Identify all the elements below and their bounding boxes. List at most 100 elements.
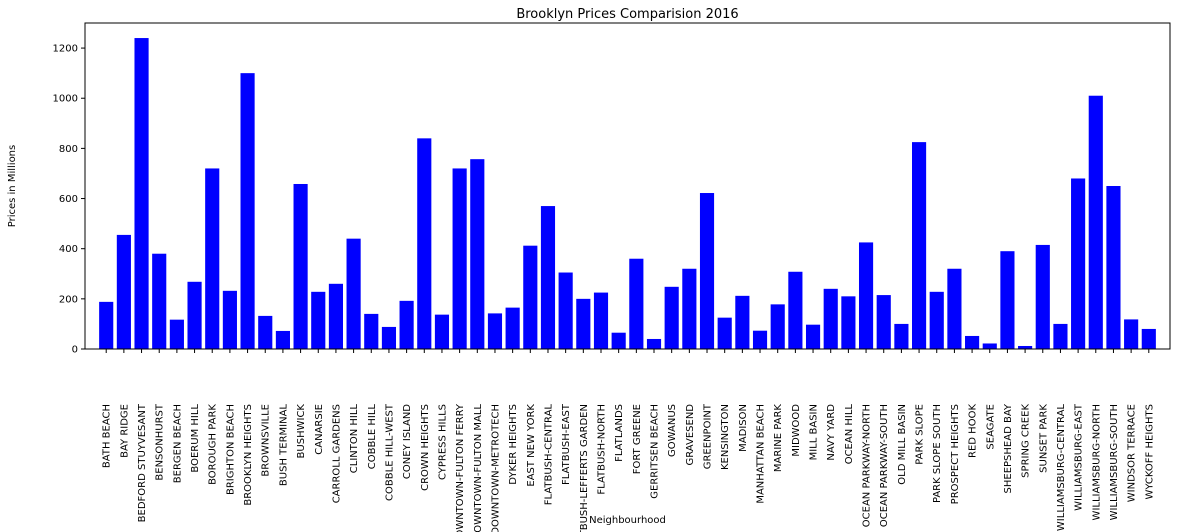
bar [558, 272, 573, 349]
x-tick-label: NAVY YARD [826, 404, 837, 461]
bar [823, 288, 838, 349]
bar [1141, 328, 1156, 349]
bar [1000, 251, 1015, 349]
bar [735, 295, 750, 349]
x-tick-label: PARK SLOPE [915, 404, 926, 465]
x-tick-label: WILLIAMSBURG-CENTRAL [1056, 404, 1067, 532]
x-tick-label: BUSHWICK [296, 404, 307, 459]
bar [788, 271, 803, 349]
x-tick-label: FORT GREENE [632, 404, 643, 474]
x-tick-label: WILLIAMSBURG-SOUTH [1109, 404, 1120, 520]
bar [452, 168, 467, 349]
x-tick-label: OCEAN HILL [844, 404, 855, 465]
bar [275, 330, 290, 349]
plot-frame [84, 22, 1171, 350]
x-tick-label: BOERUM HILL [190, 404, 201, 473]
x-tick-label: CANARSIE [314, 404, 325, 455]
x-tick-label: FLATBUSH-LEFFERTS GARDEN [579, 404, 590, 532]
bar [99, 301, 114, 349]
bar [169, 319, 184, 349]
y-tick-label: 400 [59, 244, 78, 255]
x-tick-label: SEAGATE [985, 404, 996, 450]
bar [346, 238, 361, 349]
x-tick-label: WILLIAMSBURG-EAST [1074, 403, 1085, 511]
bar [399, 300, 414, 349]
x-tick-label: KENSINGTON [720, 404, 731, 470]
x-tick-label: FLATLANDS [614, 404, 625, 462]
bar [1035, 244, 1050, 349]
bar [381, 326, 397, 349]
x-tick-label: COBBLE HILL [367, 404, 378, 470]
x-tick-label: FLATBUSH-NORTH [596, 404, 607, 495]
bar [152, 253, 167, 349]
x-tick-label: BUSH TERMINAL [278, 404, 289, 486]
bar [982, 343, 997, 349]
x-tick-label: DOWNTOWN-FULTON MALL [473, 404, 484, 532]
bar [470, 159, 485, 349]
bar [364, 313, 379, 349]
x-tick-label: PROSPECT HEIGHTS [950, 404, 961, 504]
x-tick-label: SPRING CREEK [1021, 404, 1032, 478]
bar [1053, 323, 1068, 349]
bar [965, 335, 980, 349]
x-tick-label: MARINE PARK [773, 404, 784, 473]
bar [328, 283, 343, 349]
x-tick-label: BOROUGH PARK [208, 404, 219, 485]
x-tick-label: BAY RIDGE [119, 404, 130, 458]
x-axis-ticks: BATH BEACH BAY RIDGE BEDFORD STUYVESANT BEN… [102, 349, 1155, 532]
x-tick-label: BERGEN BEACH [172, 404, 183, 483]
x-tick-label: SUNSET PARK [1038, 404, 1049, 473]
x-tick-label: BEDFORD STUYVESANT [137, 403, 148, 522]
x-tick-label: BENSONHURST [155, 403, 166, 480]
bar [505, 307, 520, 349]
y-tick-label: 1000 [53, 94, 78, 105]
bar [311, 291, 326, 349]
y-tick-label: 200 [59, 294, 78, 305]
x-tick-label: SHEEPSHEAD BAY [1003, 403, 1014, 493]
bar [1018, 345, 1033, 349]
x-tick-label: CROWN HEIGHTS [420, 404, 431, 491]
bar [417, 138, 432, 349]
x-tick-label: DOWNTOWN-METROTECH [490, 404, 501, 532]
x-tick-label: BRIGHTON BEACH [225, 404, 236, 495]
bar [116, 234, 131, 349]
bar [858, 242, 874, 349]
x-tick-label: BROOKLYN HEIGHTS [243, 404, 254, 506]
bar [699, 193, 715, 349]
x-tick-label: WINDSOR TERRACE [1127, 404, 1138, 502]
bar [134, 38, 149, 350]
bar [629, 258, 644, 349]
bar [894, 323, 909, 349]
bar [205, 168, 220, 349]
y-axis-label: Prices in Millions [7, 145, 18, 228]
bar [1088, 95, 1103, 349]
bar [1124, 319, 1139, 349]
x-tick-label: MADISON [738, 404, 749, 452]
bar [593, 292, 609, 349]
bar [293, 183, 308, 349]
x-tick-label: GRAVESEND [685, 404, 696, 466]
bar [876, 295, 891, 349]
x-tick-label: MIDWOOD [791, 404, 802, 457]
x-tick-label: DOWNTOWN-FULTON FERRY [455, 403, 466, 532]
bar [805, 324, 821, 349]
x-tick-label: CLINTON HILL [349, 404, 360, 474]
bar [258, 315, 273, 349]
bar [770, 304, 785, 349]
x-axis-label: Neighbourhood [589, 515, 666, 526]
bar [717, 317, 732, 349]
bar [646, 338, 662, 349]
x-tick-label: RED HOOK [968, 404, 979, 458]
bars-group [99, 38, 1156, 350]
bar [1071, 178, 1086, 349]
x-tick-label: WYCKOFF HEIGHTS [1144, 404, 1155, 500]
x-tick-label: COBBLE HILL-WEST [384, 403, 395, 501]
bar [240, 73, 255, 350]
bar [187, 281, 202, 349]
x-tick-label: DYKER HEIGHTS [508, 404, 519, 485]
bar [682, 268, 697, 349]
x-tick-label: GREENPOINT [703, 403, 714, 469]
x-tick-label: BATH BEACH [102, 404, 113, 468]
x-tick-label: OCEAN PARKWAY-SOUTH [879, 404, 890, 527]
